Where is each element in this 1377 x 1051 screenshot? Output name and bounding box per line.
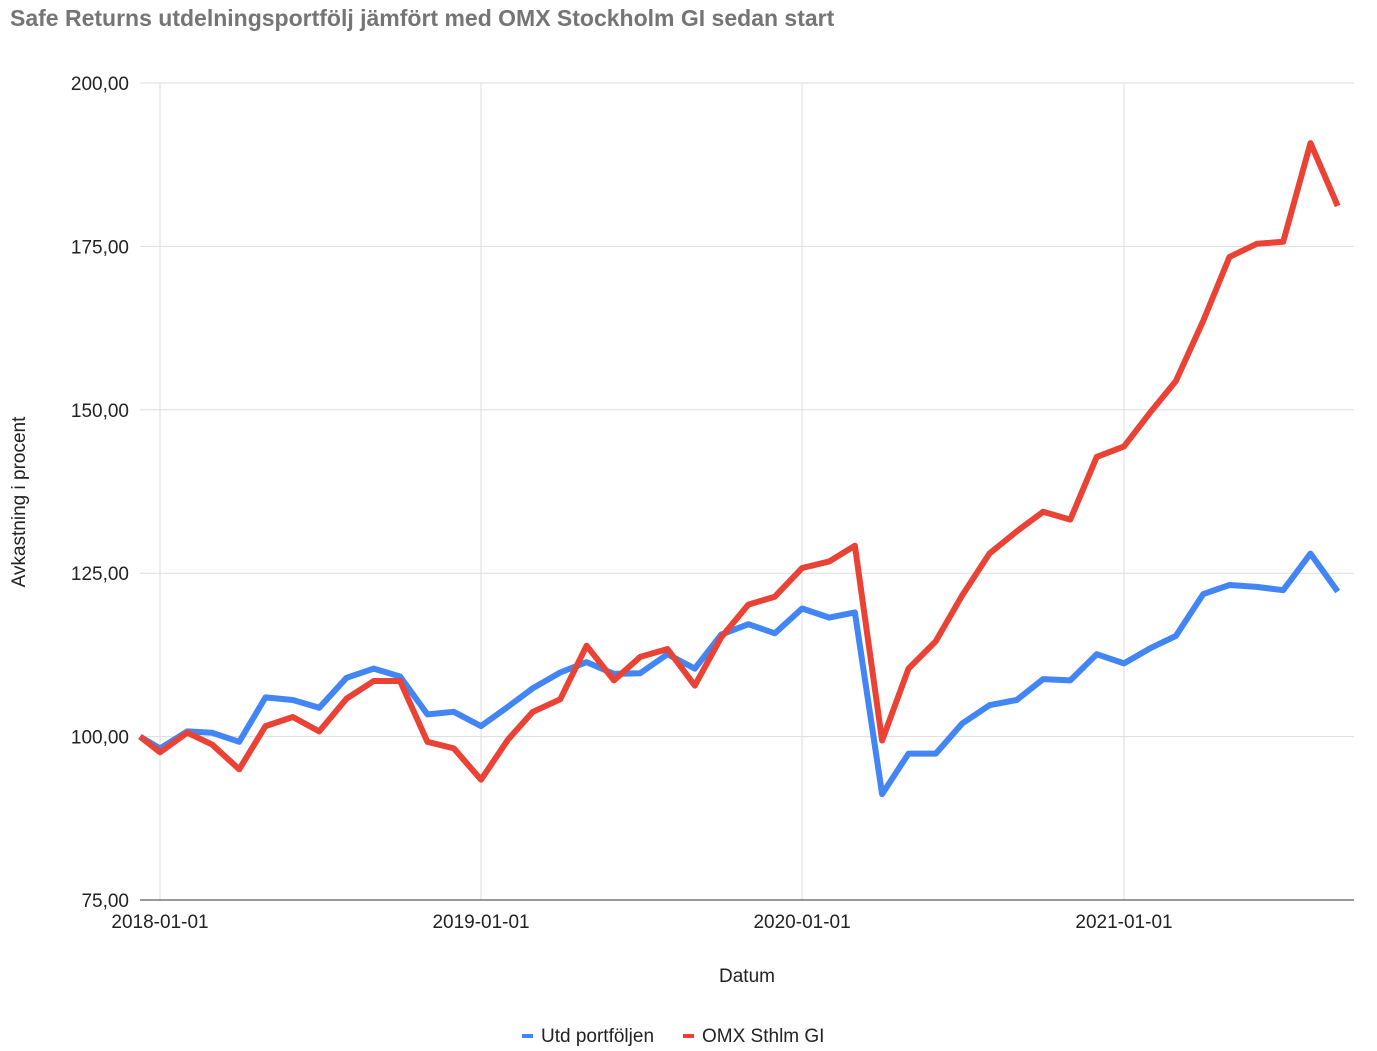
x-tick-labels: 2018-01-01 2019-01-01 2020-01-01 2021-01-01 <box>111 912 1172 933</box>
series-line-0 <box>138 550 1341 798</box>
series-lines <box>138 140 1341 798</box>
series-line-1 <box>138 140 1341 783</box>
x-tick-label: 2018-01-01 <box>111 912 208 933</box>
legend-label: Utd portföljen <box>541 1026 654 1047</box>
gridlines <box>140 82 1354 900</box>
y-tick-labels: 75,00 100,00 125,00 150,00 175,00 200,00 <box>71 74 129 912</box>
y-tick-label: 100,00 <box>71 728 129 749</box>
x-tick-label: 2021-01-01 <box>1075 912 1172 933</box>
y-tick-label: 125,00 <box>71 564 129 585</box>
y-tick-label: 75,00 <box>81 891 129 912</box>
y-tick-label: 175,00 <box>71 237 129 258</box>
x-tick-label: 2020-01-01 <box>753 912 850 933</box>
chart-title: Safe Returns utdelningsportfölj jämfört … <box>10 5 835 31</box>
y-tick-label: 200,00 <box>71 74 129 95</box>
y-axis-title: Avkastning i procent <box>9 416 30 587</box>
x-axis-title: Datum <box>719 966 775 987</box>
y-tick-label: 150,00 <box>71 401 129 422</box>
legend-label: OMX Sthlm GI <box>702 1026 824 1047</box>
legend: Utd portföljen OMX Sthlm GI <box>522 1026 824 1047</box>
x-tick-label: 2019-01-01 <box>432 912 529 933</box>
